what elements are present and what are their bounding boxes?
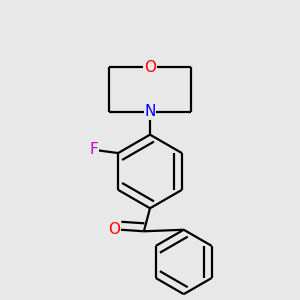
Text: F: F — [89, 142, 98, 158]
Text: N: N — [144, 104, 156, 119]
Text: O: O — [108, 222, 120, 237]
Text: O: O — [144, 60, 156, 75]
